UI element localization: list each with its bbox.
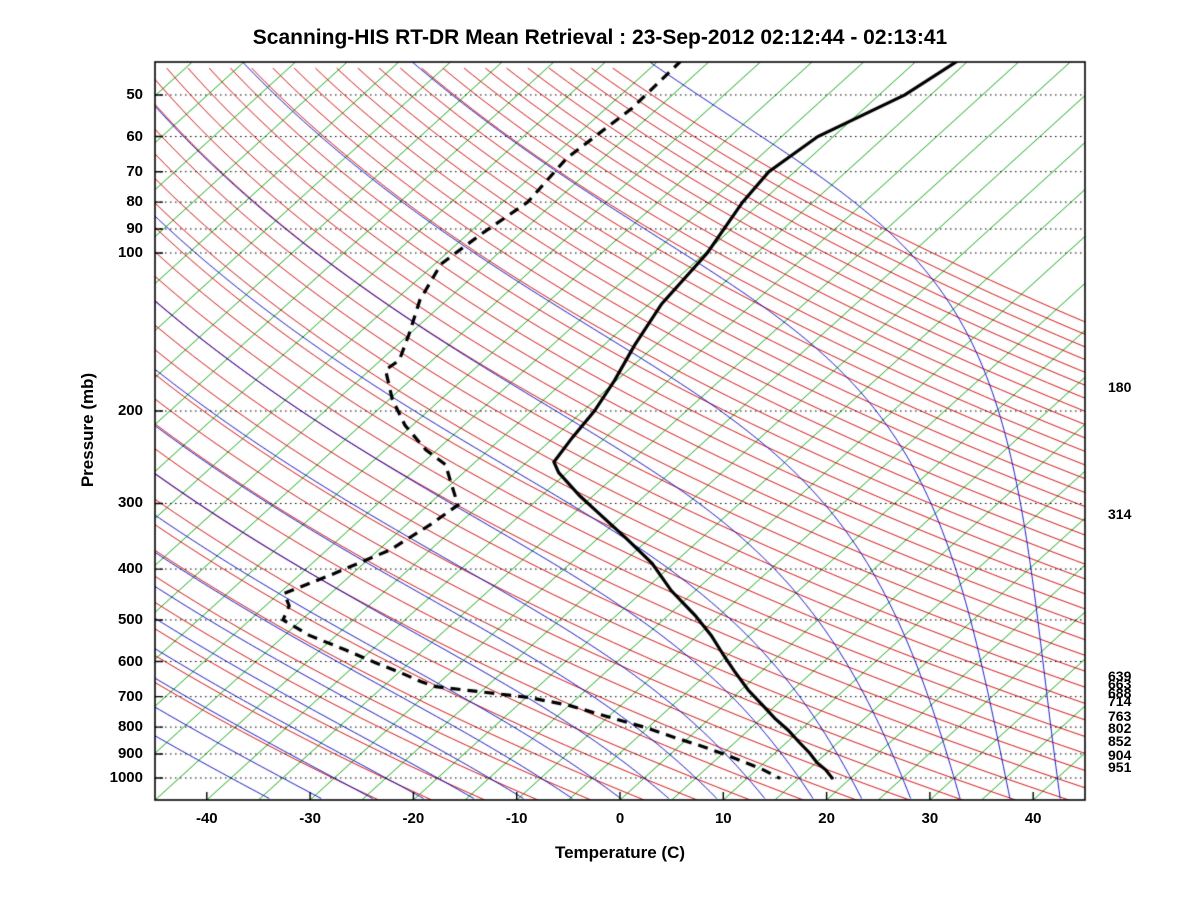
pressure-tick-label: 400 [117, 560, 143, 578]
level-label: 763 [1108, 708, 1132, 725]
level-label: 852 [1108, 733, 1132, 750]
pressure-tick-label: 300 [117, 494, 143, 512]
level-label: 714 [1108, 693, 1132, 710]
pressure-tick-label: 1000 [109, 768, 143, 786]
temperature-tick-label: 20 [818, 810, 835, 827]
pressure-tick-label: 70 [126, 162, 143, 180]
pressure-tick-label: 80 [126, 193, 143, 211]
pressure-tick-label: 90 [126, 219, 143, 237]
level-label: 639 [1108, 667, 1132, 684]
level-label: 180 [1108, 379, 1132, 395]
pressure-tick-label: 700 [117, 687, 143, 705]
x-axis-label: Temperature (C) [554, 843, 686, 862]
chart-title: Scanning-HIS RT-DR Mean Retrieval : 23-S… [252, 26, 948, 49]
pressure-tick-label: 800 [117, 718, 143, 736]
level-label: 688 [1108, 684, 1132, 701]
pressure-tick-label: 100 [117, 244, 143, 261]
temperature-tick-label: 30 [921, 810, 939, 827]
temperature-tick-label: -20 [402, 810, 425, 827]
level-label: 904 [1108, 746, 1132, 763]
level-label: 663 [1108, 676, 1132, 693]
level-label: 802 [1108, 719, 1132, 736]
temperature-tick-label: 0 [615, 810, 625, 827]
temperature-tick-label: -30 [299, 810, 321, 827]
pressure-tick-label: 50 [126, 85, 143, 103]
pressure-tick-label: 900 [117, 744, 143, 762]
pressure-tick-label: 600 [117, 652, 143, 670]
temperature-tick-label: 40 [1024, 810, 1042, 827]
temperature-tick-label: -40 [195, 810, 218, 827]
temperature-tick-label: 10 [714, 810, 732, 827]
pressure-tick-label: 60 [126, 127, 143, 145]
level-label: 951 [1108, 758, 1132, 775]
temperature-tick-label: -10 [505, 810, 528, 827]
pressure-tick-label: 500 [117, 610, 143, 628]
y-axis-label: Pressure (mb) [78, 372, 97, 488]
level-label: 314 [1108, 505, 1132, 522]
pressure-tick-label: 200 [117, 402, 143, 420]
